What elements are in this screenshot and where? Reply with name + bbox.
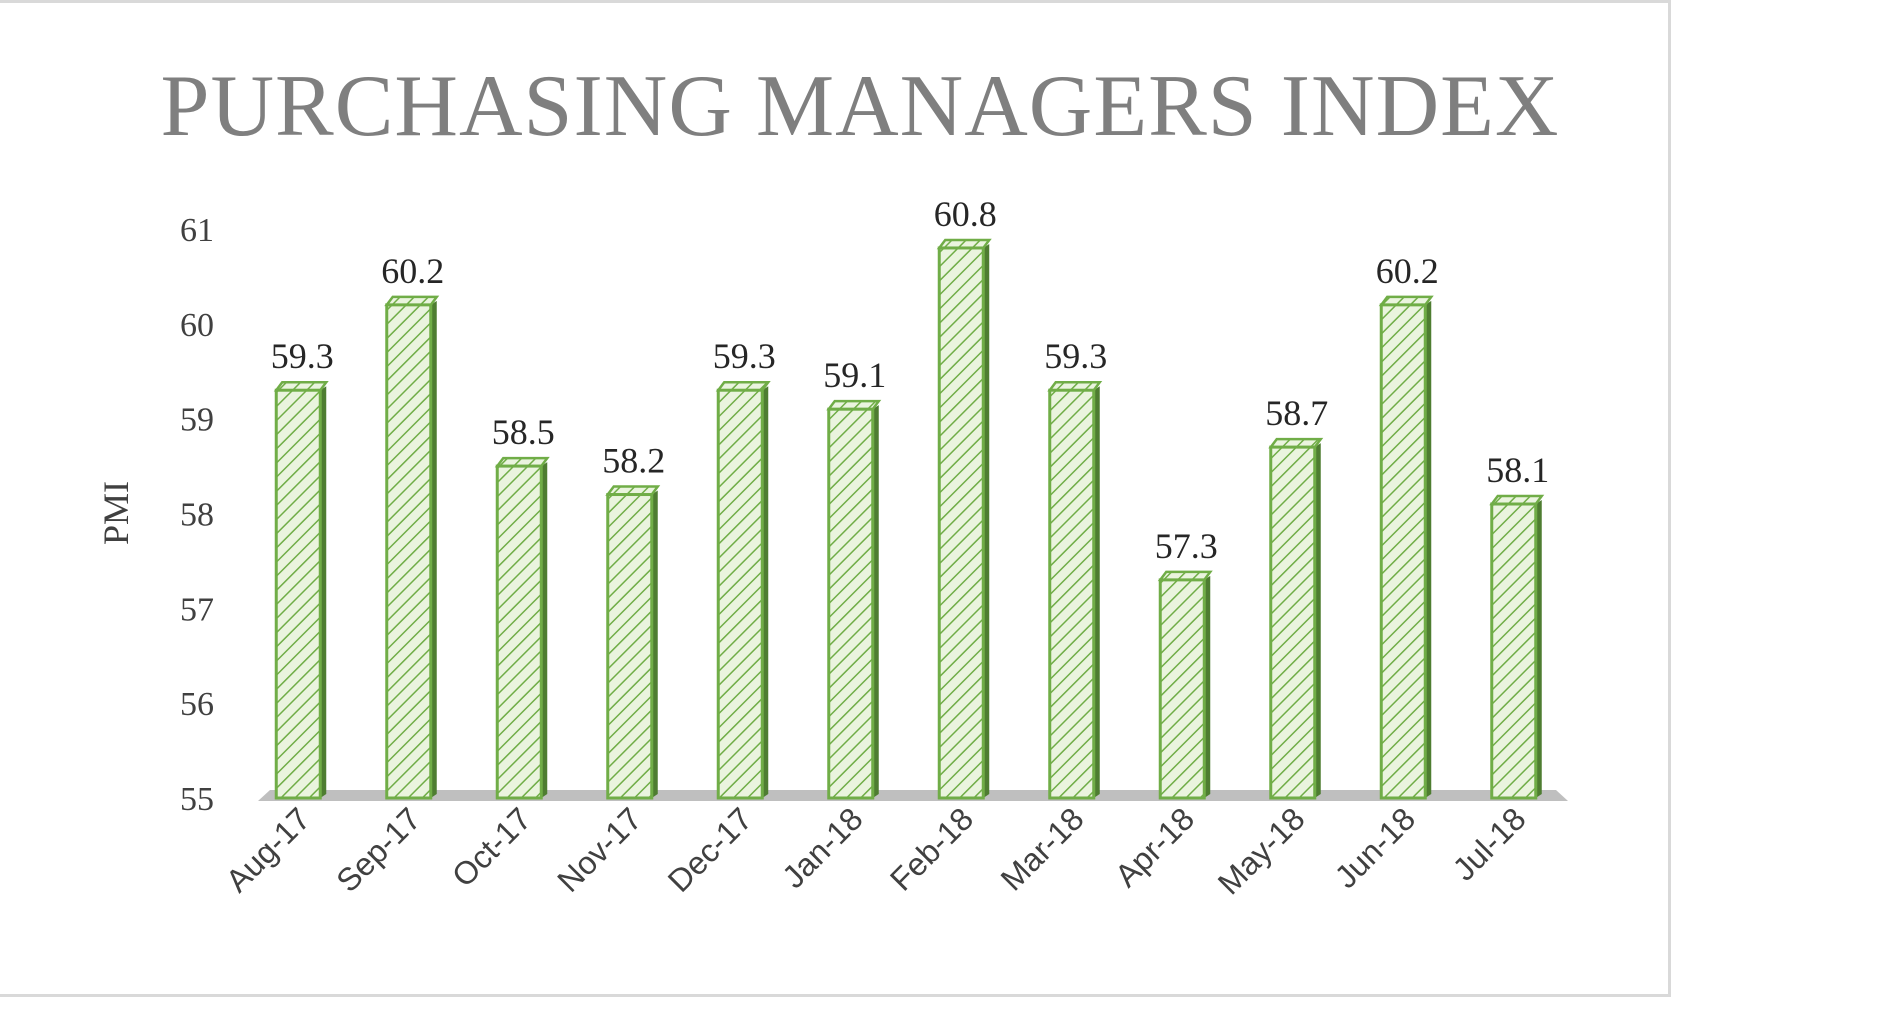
data-label: 60.2 (1376, 251, 1439, 291)
x-tick-label: Oct-17 (445, 800, 538, 893)
y-tick-label: 56 (180, 686, 214, 723)
data-label: 59.1 (823, 355, 886, 395)
bar (606, 493, 654, 800)
chart-frame: PURCHASING MANAGERS INDEX PMI 55 56 57 58 59… (0, 0, 1671, 997)
y-tick-label: 57 (180, 591, 214, 628)
chart-floor (258, 790, 1568, 801)
x-tick-label: Nov-17 (550, 800, 648, 898)
y-tick-label: 60 (180, 307, 214, 344)
data-label: 59.3 (271, 336, 334, 376)
bar (1158, 578, 1206, 800)
data-label: 60.8 (934, 194, 997, 234)
y-axis-ticks: 55 56 57 58 59 60 61 (180, 212, 214, 818)
x-tick-label: Apr-18 (1108, 800, 1201, 893)
bar (716, 388, 764, 800)
bar (495, 464, 543, 800)
data-label: 58.1 (1486, 450, 1549, 490)
y-axis-label: PMI (96, 481, 136, 545)
data-label: 57.3 (1155, 526, 1218, 566)
bar (274, 388, 322, 800)
bar (827, 407, 875, 800)
data-label: 58.2 (602, 441, 665, 481)
y-tick-label: 59 (180, 402, 214, 439)
data-label: 59.3 (713, 336, 776, 376)
y-tick-label: 58 (180, 497, 214, 534)
x-tick-label: Sep-17 (329, 800, 427, 898)
data-label: 60.2 (381, 251, 444, 291)
x-tick-label: Dec-17 (661, 800, 759, 898)
bar (1269, 445, 1317, 800)
y-tick-label: 61 (180, 212, 214, 249)
x-tick-label: May-18 (1211, 800, 1312, 901)
bar (1048, 388, 1096, 800)
x-tick-label: Feb-18 (883, 800, 980, 897)
bar (937, 246, 985, 800)
data-label: 58.7 (1265, 393, 1328, 433)
y-tick-label: 55 (180, 781, 214, 818)
chart-title: PURCHASING MANAGERS INDEX (161, 58, 1560, 155)
data-label: 59.3 (1044, 336, 1107, 376)
x-tick-label: Jul-18 (1446, 800, 1533, 887)
x-tick-label: Jan-18 (775, 800, 870, 895)
x-tick-label: Aug-17 (219, 800, 317, 898)
x-axis-ticks: Aug-17 Sep-17 Oct-17 Nov-17 Dec-17 Jan-18 Feb-… (219, 800, 1533, 901)
x-tick-label: Jun-18 (1328, 800, 1423, 895)
bar (385, 303, 433, 800)
x-tick-label: Mar-18 (994, 800, 1091, 897)
bar-series: 59.3 60.2 58.5 58.2 59.3 59.1 60.8 59.3 57.3 58.7… (271, 194, 1549, 800)
bar (1379, 303, 1427, 800)
chart-svg: PURCHASING MANAGERS INDEX PMI 55 56 57 58 59… (96, 58, 1568, 901)
data-label: 58.5 (492, 412, 555, 452)
bar (1490, 502, 1538, 800)
